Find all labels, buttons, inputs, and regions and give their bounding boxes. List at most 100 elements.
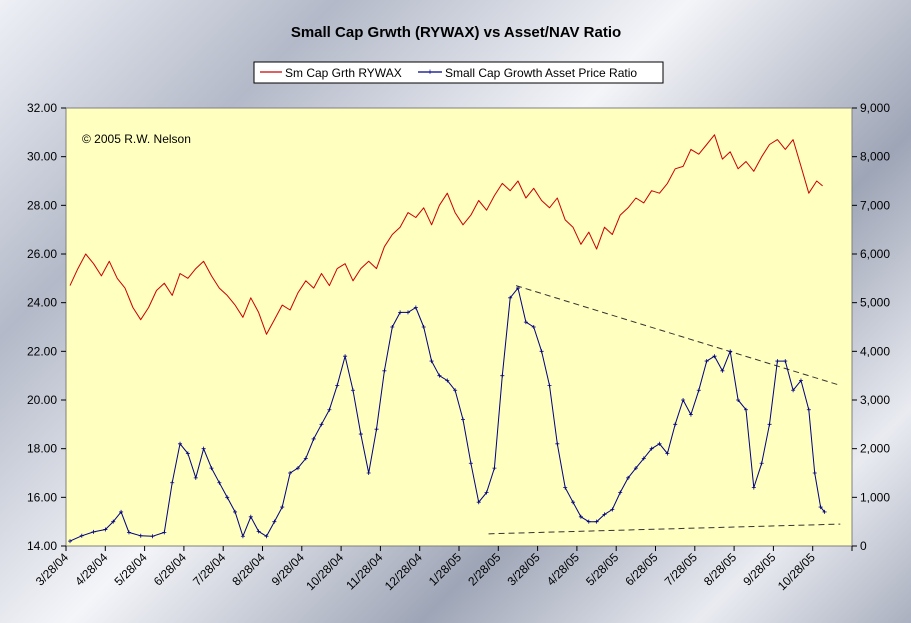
asset-ratio-point (264, 534, 269, 539)
x-tick-label: 8/28/04 (229, 550, 267, 588)
asset-ratio-point (272, 519, 277, 524)
asset-ratio-point (500, 373, 505, 378)
y-left-tick-label: 16.00 (27, 490, 57, 504)
x-tick-label: 4/28/05 (544, 550, 582, 588)
asset-ratio-point (217, 480, 222, 485)
asset-ratio-point (484, 490, 489, 495)
y-left-tick-label: 14.00 (27, 539, 57, 553)
asset-ratio-point (641, 456, 646, 461)
asset-ratio-point (696, 388, 701, 393)
asset-ratio-point (688, 412, 693, 417)
asset-ratio-point (626, 475, 631, 480)
asset-ratio-point (68, 539, 72, 544)
asset-ratio-point (673, 422, 678, 427)
y-right-tick-label: 1,000 (860, 490, 890, 504)
asset-ratio-point (248, 514, 253, 519)
y-right-tick-label: 3,000 (860, 393, 890, 407)
y-right-tick-label: 9,000 (860, 101, 890, 115)
asset-ratio-point (138, 533, 143, 538)
asset-ratio-point (209, 466, 214, 471)
asset-ratio-point (516, 286, 521, 291)
trendline (515, 285, 841, 386)
x-tick-label: 6/28/05 (622, 550, 660, 588)
asset-ratio-point (343, 354, 348, 359)
asset-ratio-point (633, 466, 638, 471)
asset-ratio-point (508, 295, 513, 300)
x-tick-label: 3/28/05 (505, 550, 543, 588)
asset-ratio-point (791, 388, 796, 393)
x-tick-label: 1/28/05 (426, 550, 464, 588)
x-tick-label: 4/28/04 (72, 550, 110, 588)
asset-ratio-point (806, 407, 811, 412)
asset-ratio-point (492, 466, 497, 471)
asset-ratio-point (225, 495, 230, 500)
asset-ratio-point (319, 422, 324, 427)
x-tick-label: 9/28/05 (740, 550, 778, 588)
asset-ratio-point (233, 509, 238, 514)
y-left-tick-label: 30.00 (27, 150, 57, 164)
asset-ratio-point (303, 456, 308, 461)
asset-ratio-point (405, 310, 410, 315)
asset-ratio-point (461, 417, 465, 422)
asset-ratio-point (523, 320, 528, 325)
asset-ratio-point (767, 422, 772, 427)
y-left-tick-label: 28.00 (27, 198, 57, 212)
asset-ratio-point (812, 471, 817, 475)
legend-label-ratio: Small Cap Growth Asset Price Ratio (445, 66, 637, 80)
trendlines (488, 285, 841, 535)
asset-ratio-point (327, 407, 332, 412)
asset-ratio-point (256, 529, 261, 534)
asset-ratio-point (681, 398, 686, 402)
legend-marker-ratio: + (427, 67, 432, 77)
asset-ratio-point (563, 485, 568, 490)
asset-ratio-point (311, 436, 316, 441)
series (68, 134, 827, 544)
asset-ratio-point (91, 529, 96, 534)
asset-ratio-point (350, 388, 355, 393)
asset-ratio-point (126, 530, 131, 535)
asset-ratio-point (547, 383, 552, 388)
asset-ratio-point (720, 368, 725, 373)
asset-ratio-point (201, 446, 206, 451)
x-tick-label: 5/28/04 (112, 550, 150, 588)
y-left-tick-label: 32.00 (27, 101, 57, 115)
asset-ratio-point (539, 349, 544, 354)
asset-ratio-point (437, 373, 442, 378)
legend-box (253, 61, 664, 84)
x-tick-label: 11/28/04 (343, 550, 386, 593)
asset-ratio-point (193, 475, 198, 480)
asset-ratio-point (358, 432, 363, 437)
asset-ratio-point (578, 514, 583, 519)
y-right-tick-label: 4,000 (860, 344, 890, 358)
x-tick-label: 2/28/05 (465, 550, 503, 588)
asset-ratio-point (178, 441, 183, 446)
asset-ratio-point (759, 461, 764, 466)
asset-ratio-point (712, 354, 717, 359)
trendline (488, 523, 841, 535)
asset-ratio-point (366, 471, 371, 475)
asset-ratio-point (288, 471, 293, 475)
asset-ratio-point (453, 388, 458, 393)
y-left-tick-label: 22.00 (27, 344, 57, 358)
asset-ratio-point (382, 368, 387, 373)
y-right-tick-label: 0 (860, 539, 867, 553)
asset-ratio-point (743, 407, 748, 412)
y-right-tick-label: 2,000 (860, 442, 890, 456)
chart-title: Small Cap Grwth (RYWAX) vs Asset/NAV Rat… (291, 24, 621, 41)
asset-ratio-point (818, 505, 823, 510)
asset-ratio-point (374, 427, 379, 432)
y-right-tick-label: 7,000 (860, 198, 890, 212)
asset-ratio-point (150, 534, 155, 539)
legend: Sm Cap Grth RYWAX + Small Cap Growth Ass… (253, 61, 664, 84)
y-right-tick-label: 8,000 (860, 150, 890, 164)
asset-ratio-point (162, 530, 167, 535)
asset-ratio-point (610, 507, 615, 512)
y-left-tick-label: 18.00 (27, 442, 57, 456)
x-tick-label: 12/28/04 (382, 550, 425, 593)
x-tick-label: 7/28/05 (662, 550, 700, 588)
asset-ratio-point (119, 509, 124, 514)
asset-ratio-point (476, 500, 481, 505)
asset-ratio-point (531, 325, 536, 329)
asset-ratio-point (736, 398, 741, 402)
